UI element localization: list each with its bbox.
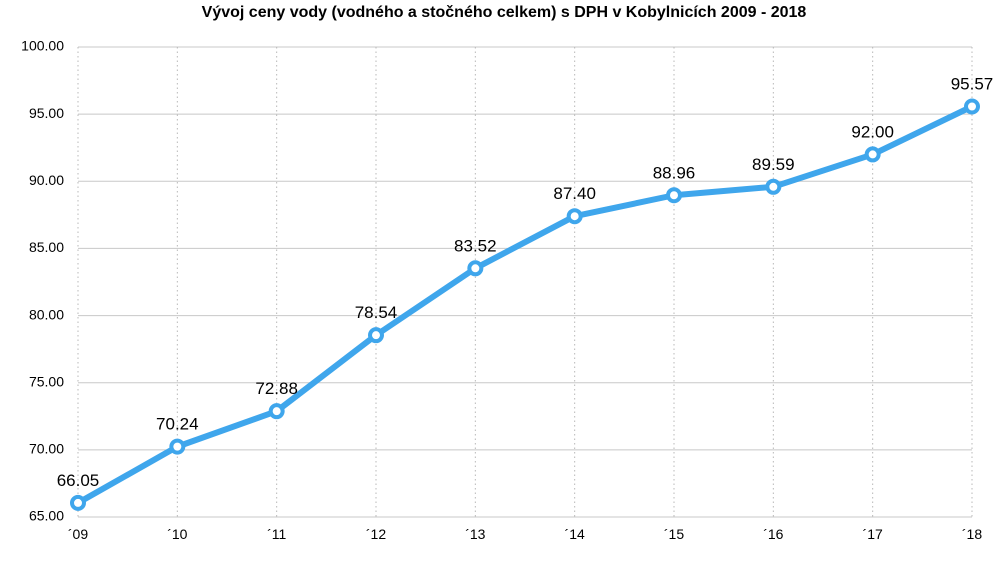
y-tick-label: 70.00: [29, 441, 64, 457]
series-line: [75, 103, 975, 506]
data-labels: 66.05 70.24 72.88 78.54 83.52 87.40 88.96 89.59…: [57, 74, 994, 489]
x-tick-label: ´14: [565, 526, 585, 542]
data-label: 83.52: [454, 236, 497, 255]
data-point: [864, 146, 881, 163]
x-tick-label: ´10: [167, 526, 187, 542]
data-label: 72.88: [255, 379, 298, 398]
y-tick-label: 85.00: [29, 239, 64, 255]
data-point: [566, 208, 583, 225]
data-label: 89.59: [752, 155, 795, 174]
x-tick-label: ´15: [664, 526, 684, 542]
y-tick-label: 75.00: [29, 373, 64, 389]
data-label: 95.57: [951, 74, 994, 93]
y-tick-label: 65.00: [29, 508, 64, 524]
series: [70, 98, 980, 511]
data-label: 78.54: [355, 303, 398, 322]
x-tick-label: ´17: [863, 526, 883, 542]
grid: [77, 46, 973, 518]
y-tick-label: 90.00: [29, 172, 64, 188]
data-point: [666, 187, 682, 204]
data-point: [268, 403, 285, 420]
data-label: 66.05: [57, 471, 100, 490]
data-point: [368, 327, 384, 344]
data-label: 88.96: [653, 163, 696, 182]
data-point: [169, 438, 186, 455]
x-tick-label: ´16: [763, 526, 783, 542]
data-label: 87.40: [553, 184, 596, 203]
x-tick-label: ´12: [366, 526, 386, 542]
data-point: [765, 178, 782, 195]
x-axis: ´09 ´10 ´11 ´12 ´13 ´14 ´15 ´16 ´17 ´18: [68, 526, 982, 542]
x-tick-label: ´09: [68, 526, 88, 542]
data-label: 92.00: [851, 122, 894, 141]
y-tick-label: 80.00: [29, 306, 64, 322]
x-tick-label: ´18: [962, 526, 982, 542]
data-label: 70.24: [156, 415, 199, 434]
x-tick-label: ´13: [465, 526, 485, 542]
data-point: [70, 494, 86, 511]
data-point: [964, 98, 980, 115]
chart-title: Vývoj ceny vody (vodného a stočného celk…: [201, 4, 807, 21]
y-tick-label: 100.00: [21, 38, 64, 54]
x-tick-label: ´11: [267, 526, 286, 542]
y-axis: 65.00 70.00 75.00 80.00 85.00 90.00 95.00 100.0…: [21, 38, 64, 524]
data-point: [467, 260, 484, 277]
y-tick-label: 95.00: [29, 105, 64, 121]
